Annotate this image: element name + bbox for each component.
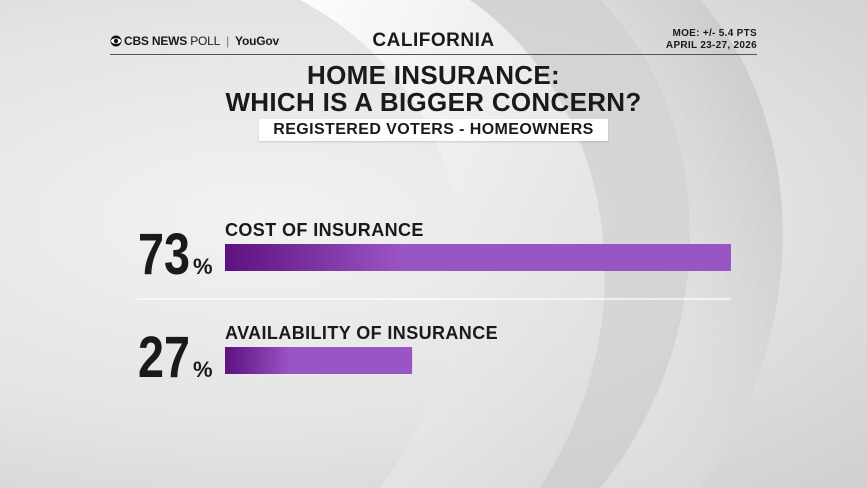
brand-separator: | (226, 34, 230, 48)
cbs-eye-icon (110, 35, 122, 47)
chart-title-line-1: HOME INSURANCE: (307, 60, 560, 90)
brand-cbs-news: CBS NEWS (124, 34, 188, 48)
percent-sign: % (193, 254, 213, 279)
value-label: 27 (138, 325, 190, 390)
margin-of-error: MOE: +/- 5.4 PTS (672, 28, 757, 39)
percent-sign: % (193, 357, 213, 382)
bar (225, 347, 413, 374)
brand-poll: POLL (190, 34, 221, 48)
brand-logo: CBS NEWS POLL | YouGov (110, 34, 279, 48)
subtitle-wrap: REGISTERED VOTERS - HOMEOWNERS (0, 119, 867, 141)
bar (225, 244, 731, 271)
chart-subtitle: REGISTERED VOTERS - HOMEOWNERS (259, 119, 608, 141)
chart-title-line-2: WHICH IS A BIGGER CONCERN? (225, 87, 642, 117)
category-label: AVAILABILITY OF INSURANCE (225, 323, 498, 343)
state-label: CALIFORNIA (372, 30, 495, 51)
brand-yougov: YouGov (235, 34, 279, 48)
poll-meta: MOE: +/- 5.4 PTS APRIL 23-27, 2026 (666, 28, 757, 52)
poll-dates: APRIL 23-27, 2026 (665, 40, 757, 51)
category-label: COST OF INSURANCE (225, 220, 424, 240)
chart-title: HOME INSURANCE: WHICH IS A BIGGER CONCER… (0, 62, 867, 116)
header-divider (110, 54, 757, 55)
value-label: 73 (138, 222, 190, 287)
